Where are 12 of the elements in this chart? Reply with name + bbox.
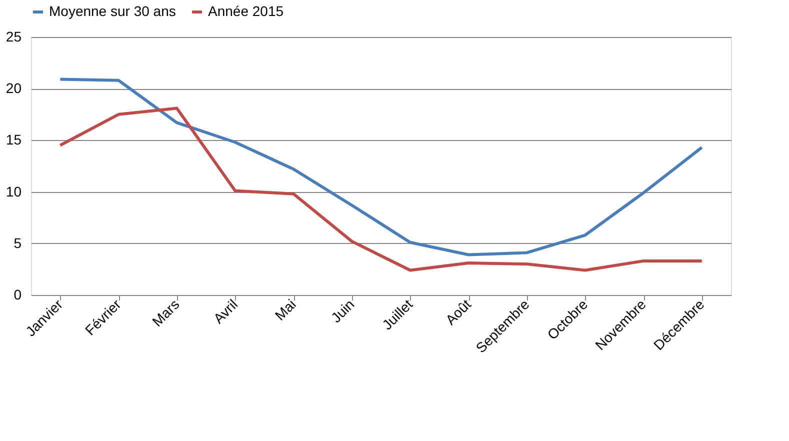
legend-label: Année 2015: [208, 3, 284, 19]
x-tick-label: Juin: [328, 296, 358, 326]
y-tick-label: 0: [14, 286, 22, 302]
y-tick-label: 15: [6, 132, 22, 148]
x-tick-label: Mai: [272, 296, 299, 324]
line-series: [58, 106, 704, 272]
y-tick-label: 10: [6, 183, 22, 200]
y-tick-label: 20: [6, 80, 22, 96]
y-tick-label: 5: [14, 234, 22, 251]
legend-label: Moyenne sur 30 ans: [49, 3, 176, 19]
line-series: [58, 78, 704, 256]
y-tick-label: 25: [6, 28, 22, 44]
